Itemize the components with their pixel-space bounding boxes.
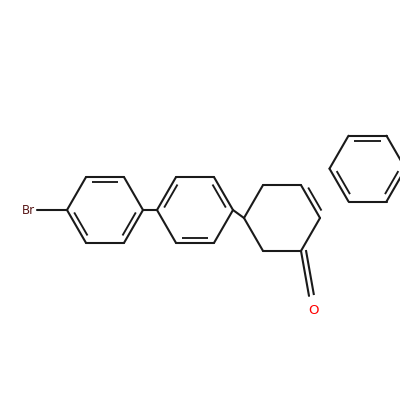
Text: O: O bbox=[308, 304, 319, 317]
Text: Br: Br bbox=[22, 204, 35, 216]
